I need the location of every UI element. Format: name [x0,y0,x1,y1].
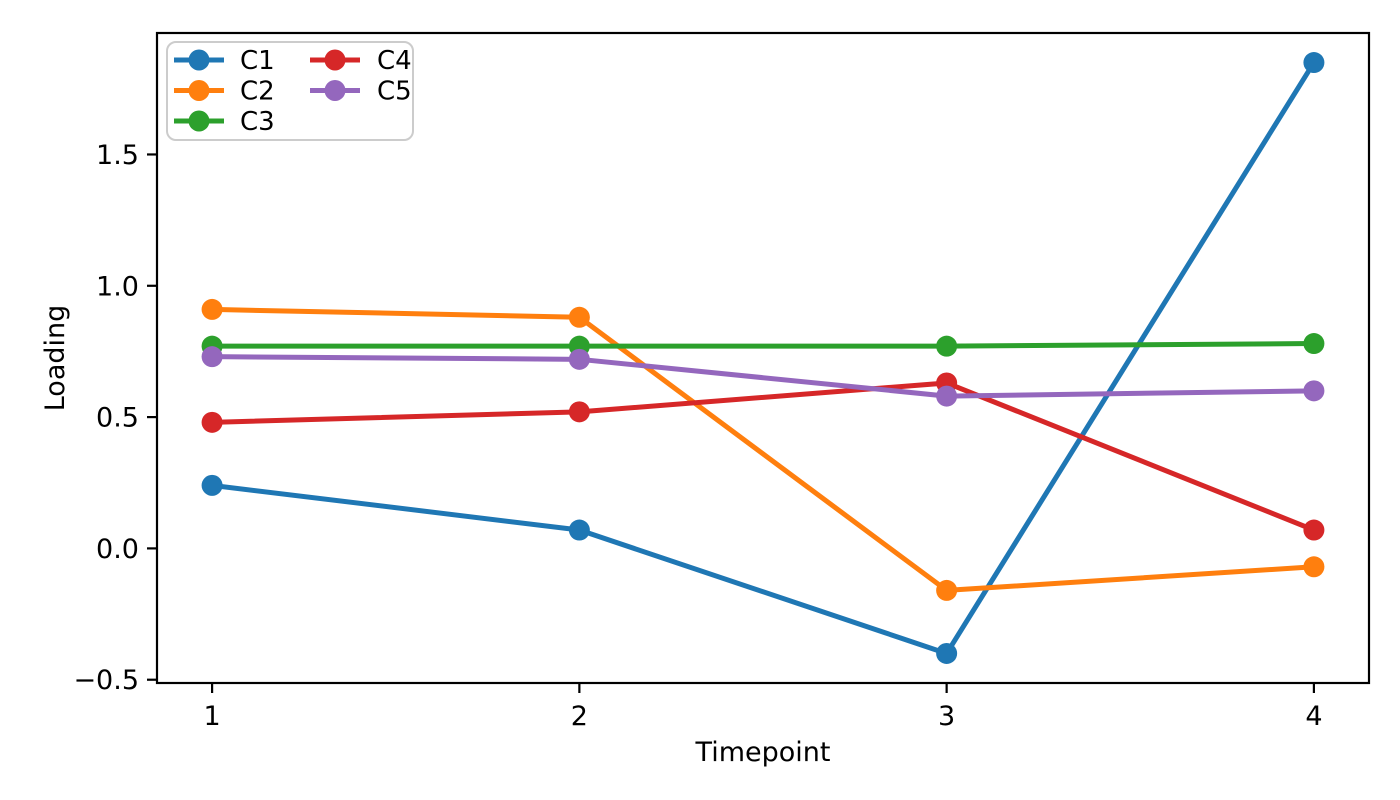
y-tick-label: 1.0 [96,271,139,302]
legend-marker [324,49,346,71]
data-point-c1-t3 [936,642,958,664]
series-line-c3 [212,341,1314,349]
legend-marker [188,80,210,101]
data-point-c5-t3 [936,385,958,407]
y-tick-label: −0.5 [73,665,139,696]
data-point-c5-t1 [201,346,223,368]
data-point-c3-t4 [1303,333,1325,355]
data-point-c2-t4 [1303,556,1325,578]
y-axis-label: Loading [40,305,71,412]
data-point-c3-t3 [936,335,958,357]
legend-entry-c2: C2 [240,77,275,107]
data-point-c4-t2 [568,401,590,423]
series-line-c1 [211,61,1317,656]
x-tick-label: 2 [571,701,588,732]
data-point-c1-t2 [568,519,590,541]
data-point-c2-t3 [936,579,958,601]
data-point-c2-t2 [568,306,590,328]
legend-entry-c3: C3 [240,107,275,137]
legend-marker [324,80,346,101]
legend-entry-c1: C1 [240,46,275,76]
x-tick-label: 3 [938,701,955,732]
data-point-c5-t4 [1303,380,1325,402]
x-tick-label: 1 [203,701,220,732]
legend-marker [188,49,210,71]
series-line-c2 [212,306,1315,593]
x-axis-label: Timepoint [695,737,831,768]
y-tick-label: 1.5 [96,140,139,171]
y-tick-label: 0.5 [96,403,139,434]
legend-box [166,41,414,141]
series-line-c4 [212,380,1315,533]
data-point-c1-t1 [201,474,223,496]
axes-spines [155,31,1371,685]
data-point-c5-t2 [568,348,590,370]
y-tick-label: 0.0 [96,534,139,565]
x-tick-label: 4 [1305,701,1322,732]
data-point-c2-t1 [201,298,223,320]
legend-entry-c4: C4 [377,46,412,76]
data-point-c4-t1 [201,411,223,433]
legend-marker [188,110,210,132]
legend-entry-c5: C5 [377,77,412,107]
data-point-c1-t4 [1303,52,1325,74]
series-line-c5 [212,354,1314,399]
data-point-c4-t4 [1303,519,1325,541]
